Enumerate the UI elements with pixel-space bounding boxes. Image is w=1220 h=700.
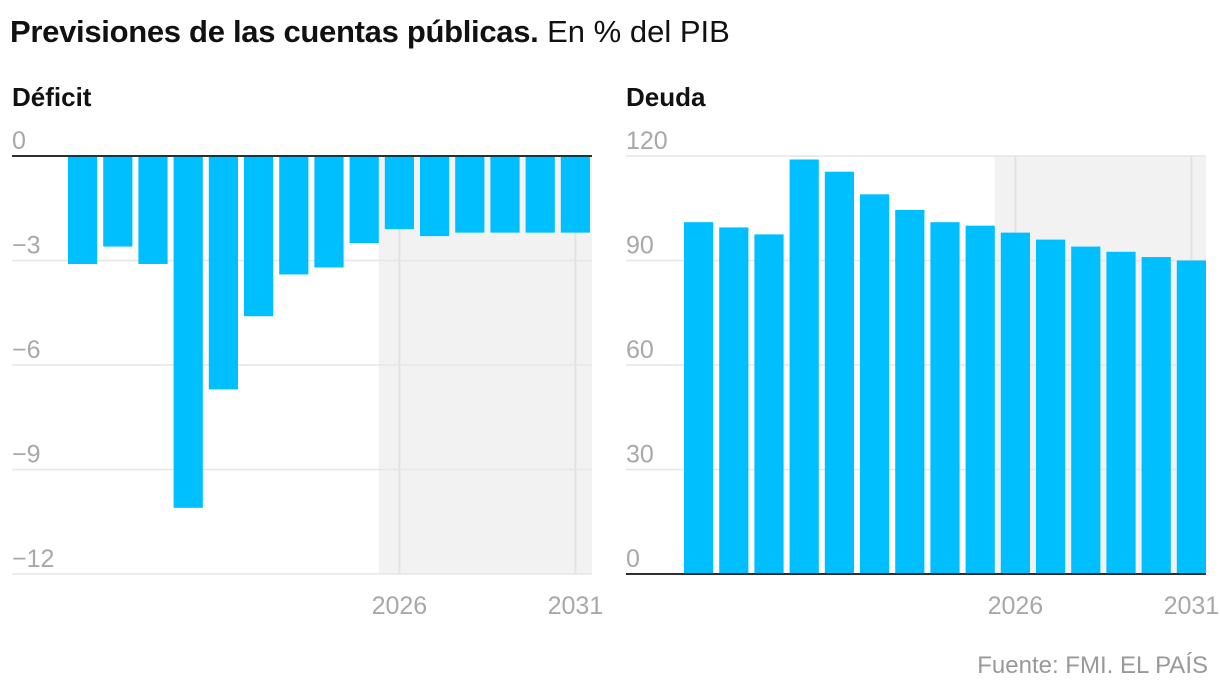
- deficit-bar-2021: [208, 156, 238, 390]
- debt-ytick-label-1: 90: [626, 232, 654, 260]
- deficit-bar-2020: [173, 156, 203, 508]
- deficit-bar-2026: [384, 156, 414, 230]
- deficit-bar-2027: [420, 156, 450, 237]
- debt-bar-2027: [1036, 239, 1066, 574]
- debt-bar-2022: [860, 194, 890, 575]
- deficit-bar-2029: [490, 156, 520, 233]
- page-title: Previsiones de las cuentas públicas. En …: [10, 14, 730, 50]
- debt-xtick-label-2031: 2031: [1164, 592, 1220, 620]
- deficit-xtick-label-2031: 2031: [548, 592, 604, 620]
- deficit-ytick-label-0: 0: [12, 127, 26, 155]
- deficit-bar-2025: [349, 156, 379, 244]
- debt-ytick-label-3: 30: [626, 441, 654, 469]
- debt-bar-2029: [1106, 251, 1136, 574]
- debt-xtick-label-2026: 2026: [988, 592, 1044, 620]
- debt-chart: 120 90 60 30 0 2026 2031: [626, 127, 1220, 620]
- deficit-bar-2022: [244, 156, 274, 317]
- deficit-bar-2019: [138, 156, 168, 264]
- debt-bar-2020: [789, 159, 819, 574]
- deficit-bar-2028: [455, 156, 485, 233]
- deficit-bar-2017: [68, 156, 98, 264]
- debt-chart-title: Deuda: [626, 82, 706, 112]
- debt-ytick-label-0: 120: [626, 127, 668, 155]
- debt-bar-2023: [895, 209, 925, 574]
- deficit-chart-title: Déficit: [12, 82, 92, 112]
- debt-ytick-label-4: 0: [626, 545, 640, 573]
- debt-bar-2030: [1141, 257, 1171, 574]
- debt-bar-2028: [1071, 246, 1101, 575]
- deficit-bar-2023: [279, 156, 309, 275]
- source-note: Fuente: FMI. EL PAÍS: [977, 652, 1208, 679]
- deficit-ytick-label-2: −6: [12, 336, 41, 364]
- deficit-bar-2018: [103, 156, 133, 247]
- debt-bar-2024: [930, 222, 960, 574]
- deficit-bar-2024: [314, 156, 344, 268]
- title-unit: En % del PIB: [547, 14, 730, 49]
- deficit-xtick-label-2026: 2026: [372, 592, 428, 620]
- deficit-bar-2031: [560, 156, 590, 233]
- debt-bar-2025: [965, 225, 995, 574]
- debt-bar-2021: [824, 171, 854, 575]
- debt-bar-2018: [719, 227, 749, 575]
- deficit-ytick-label-4: −12: [12, 545, 54, 573]
- debt-bar-2019: [754, 234, 784, 574]
- debt-bar-2017: [684, 222, 714, 574]
- title-main: Previsiones de las cuentas públicas.: [10, 14, 539, 49]
- deficit-ytick-label-3: −9: [12, 441, 41, 469]
- debt-ytick-label-2: 60: [626, 336, 654, 364]
- debt-bar-2031: [1176, 260, 1206, 574]
- debt-bar-2026: [1000, 232, 1030, 574]
- deficit-ytick-label-1: −3: [12, 232, 41, 260]
- deficit-bar-2030: [525, 156, 555, 233]
- deficit-chart: 0 −3 −6 −9 −12 2026 2031: [12, 127, 604, 620]
